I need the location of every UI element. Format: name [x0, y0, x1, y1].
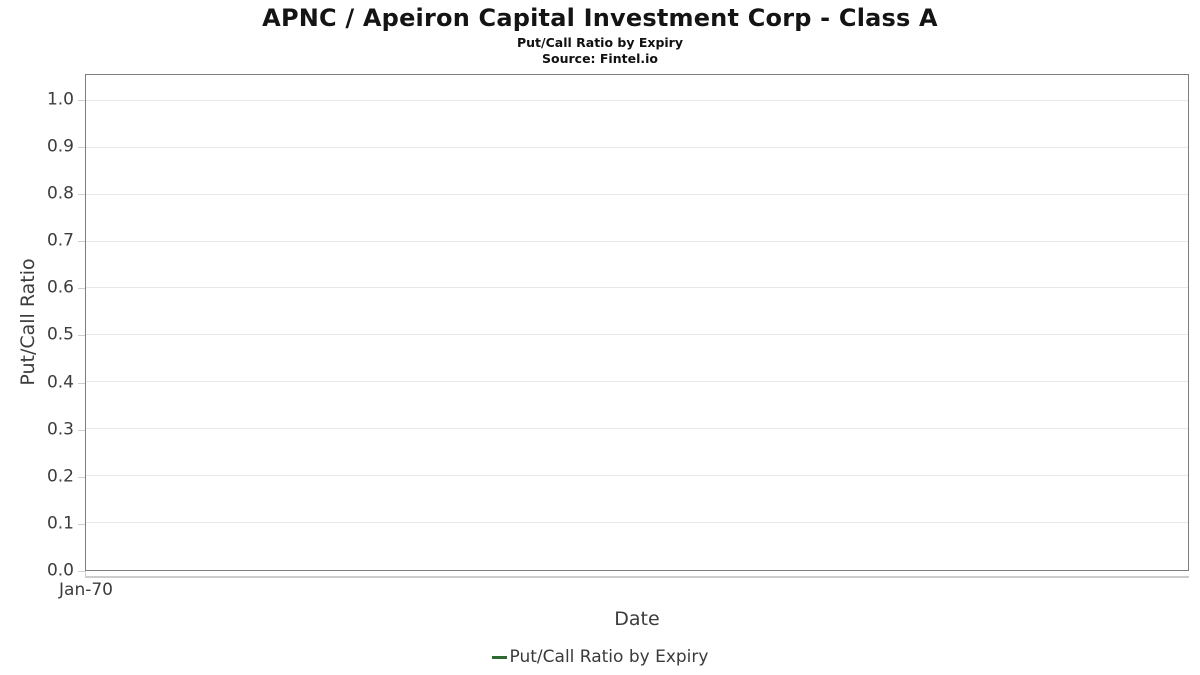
x-tick-mark: [85, 571, 86, 578]
chart-source: Source: Fintel.io: [542, 51, 658, 66]
y-tick-label: 0.7: [46, 230, 74, 251]
y-tick-mark: [78, 523, 85, 525]
y-tick-mark: [78, 335, 85, 337]
y-tick-mark: [78, 194, 85, 196]
plot-area: [85, 74, 1189, 571]
y-tick-mark: [78, 147, 85, 149]
y-tick-mark: [78, 571, 85, 572]
x-tick-label: Jan-70: [59, 580, 113, 600]
y-tick-label: 0.6: [46, 277, 74, 298]
gridline: [86, 193, 1188, 195]
y-tick-label: 0.5: [46, 324, 74, 345]
x-axis-line: [85, 576, 1189, 578]
chart-subtitle: Put/Call Ratio by Expiry: [517, 35, 683, 50]
legend: Put/Call Ratio by Expiry: [0, 647, 1200, 667]
y-axis-ticks: 0.0 0.1 0.2 0.3 0.4 0.5 0.6 0.7 0.8 0.9 1.0: [0, 74, 74, 579]
y-tick-mark: [78, 382, 85, 384]
chart-title: APNC / Apeiron Capital Investment Corp -…: [262, 4, 938, 32]
y-tick-label: 0.4: [46, 372, 74, 393]
gridline: [86, 287, 1188, 289]
y-tick-label: 0.9: [46, 136, 74, 157]
gridline: [86, 146, 1188, 148]
gridline: [86, 428, 1188, 430]
y-tick-mark: [78, 429, 85, 431]
y-tick-mark: [78, 476, 85, 478]
legend-line-icon: [491, 655, 507, 659]
legend-item-label: Put/Call Ratio by Expiry: [509, 647, 709, 667]
gridline: [86, 334, 1188, 336]
y-tick-label: 1.0: [46, 89, 74, 110]
gridline: [86, 240, 1188, 242]
y-tick-mark: [78, 241, 85, 243]
y-tick-label: 0.3: [46, 419, 74, 440]
gridline: [86, 99, 1188, 101]
y-tick-label: 0.2: [46, 466, 74, 487]
y-tick-label: 0.1: [46, 513, 74, 534]
gridline: [86, 381, 1188, 383]
gridline: [86, 522, 1188, 524]
x-axis-label: Date: [614, 608, 660, 630]
y-tick-mark: [78, 99, 85, 101]
y-tick-mark: [78, 288, 85, 290]
y-tick-label: 0.0: [46, 560, 74, 581]
gridline: [86, 475, 1188, 477]
y-tick-label: 0.8: [46, 183, 74, 204]
